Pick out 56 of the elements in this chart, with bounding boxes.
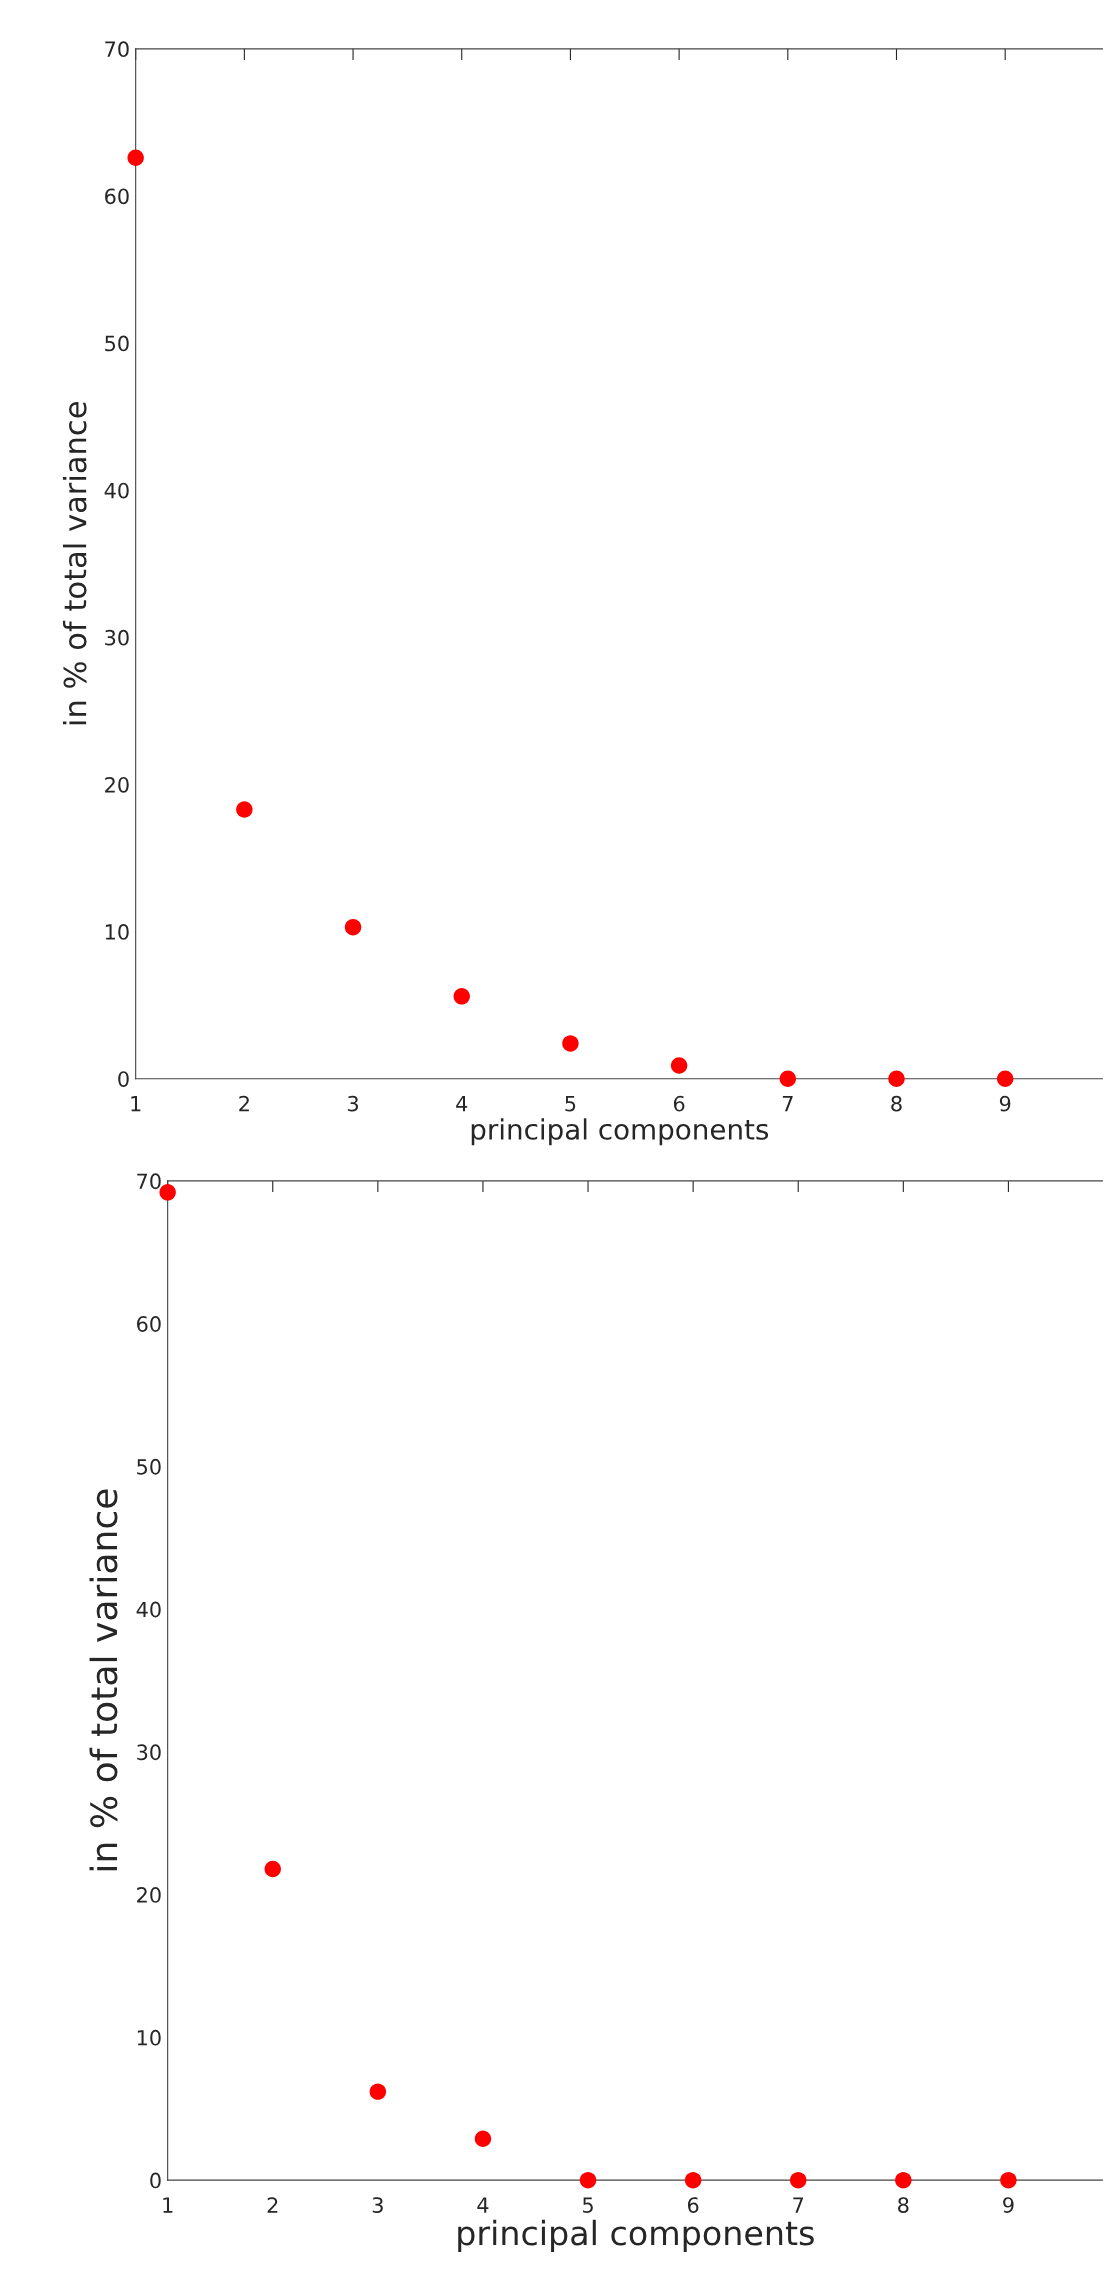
point [344,918,362,936]
point [996,1070,1014,1087]
y-axis-title: in % of total variance [62,402,87,725]
x-tick-label: 6 [687,2197,699,2213]
point [236,801,253,818]
point [790,2171,807,2189]
y-tick-label: 50 [137,1458,161,1475]
y-tick-label: 50 [105,335,129,352]
y-tick-label: 20 [137,1887,161,1903]
point [369,2083,387,2100]
x-tick-label: 9 [999,1095,1011,1112]
point [684,2171,702,2189]
y-tick-label: 60 [137,1316,161,1332]
x-tick-label: 7 [793,2197,804,2213]
point [264,1860,281,1878]
y-axis-title: in % of total variance [89,1489,118,1871]
x-tick-label: 4 [456,1096,468,1112]
x-tick-label: 5 [565,1096,576,1112]
x-tick-label: 5 [583,2197,593,2213]
point [888,1070,905,1087]
y-tick-label: 0 [150,2172,161,2189]
x-tick-label: 8 [891,1095,902,1112]
point [1000,2171,1017,2189]
x-axis-title: principal components [471,1118,769,1146]
y-tick-label: 40 [104,482,129,499]
x-tick-label: 2 [239,1095,249,1112]
x-tick-label: 3 [372,2197,383,2213]
x-tick-label: 9 [1003,2197,1014,2213]
x-tick-label: 2 [267,2197,278,2213]
x-tick-label: 7 [782,1096,793,1112]
point [474,2130,492,2147]
point [895,2171,912,2189]
y-tick-label: 60 [105,188,129,205]
point [127,149,144,166]
point [453,988,470,1005]
x-tick-label: 3 [348,1095,358,1112]
y-tick-label: 10 [105,924,129,940]
point [779,1070,797,1087]
y-tick-label: 70 [137,1173,161,1190]
x-tick-label: 6 [673,1095,685,1112]
y-tick-label: 20 [105,776,129,793]
y-tick-label: 0 [118,1071,129,1087]
x-tick-label: 1 [131,1096,141,1112]
x-tick-label: 8 [898,2197,909,2213]
y-tick-label: 40 [136,1601,161,1618]
point [159,1184,176,1201]
point [579,2171,597,2189]
x-axis-title: principal components [458,2219,814,2253]
point [562,1035,579,1052]
y-tick-label: 30 [105,629,129,646]
point [670,1057,688,1074]
y-tick-label: 30 [137,1744,161,1761]
x-tick-label: 1 [163,2197,173,2213]
y-tick-label: 10 [137,2029,161,2046]
y-tick-label: 70 [105,41,129,58]
x-tick-label: 4 [477,2197,489,2213]
